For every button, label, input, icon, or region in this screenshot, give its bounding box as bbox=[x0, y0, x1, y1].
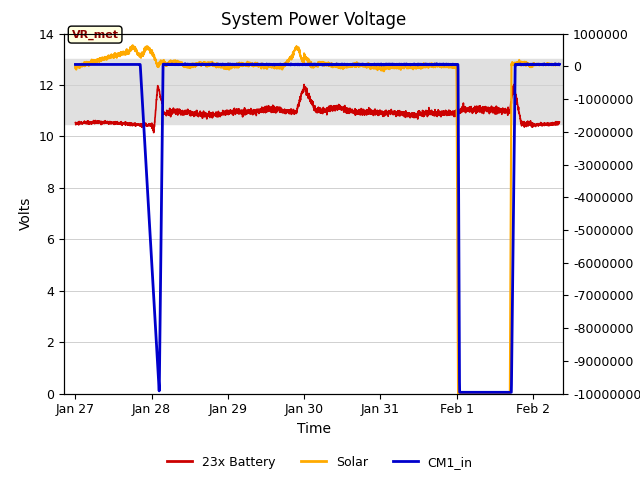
Bar bbox=[64, 60, 563, 123]
X-axis label: Time: Time bbox=[296, 422, 331, 436]
Text: VR_met: VR_met bbox=[72, 29, 118, 40]
Legend: 23x Battery, Solar, CM1_in: 23x Battery, Solar, CM1_in bbox=[163, 451, 477, 474]
Title: System Power Voltage: System Power Voltage bbox=[221, 11, 406, 29]
Y-axis label: Volts: Volts bbox=[19, 197, 33, 230]
